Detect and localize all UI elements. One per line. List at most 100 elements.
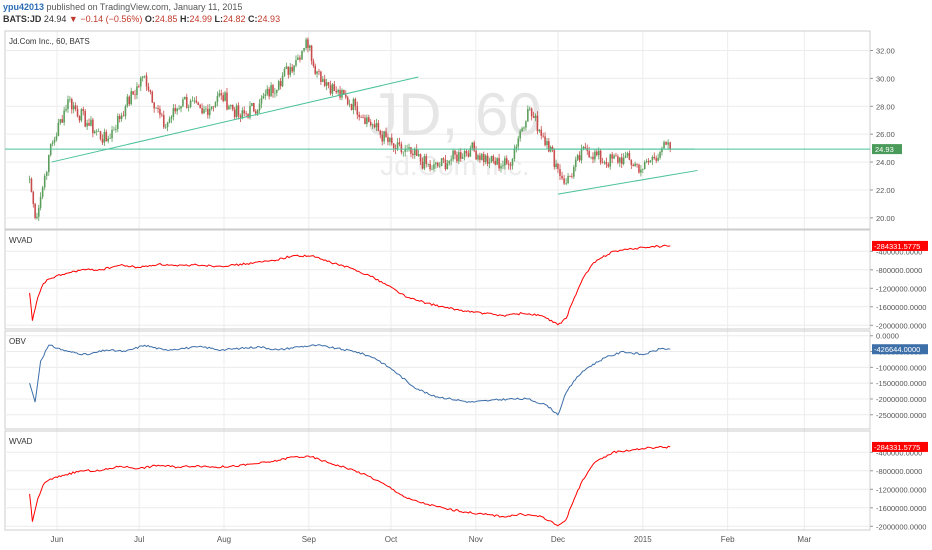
x-tick-label: Oct	[385, 535, 398, 544]
candle-body	[502, 165, 504, 167]
candle-body	[230, 104, 232, 107]
candle-body	[507, 163, 510, 165]
candle-body	[247, 113, 249, 118]
candle-body	[333, 84, 336, 92]
y-tick-label: 28.00	[876, 102, 895, 111]
candle-body	[436, 162, 439, 167]
candle-body	[74, 105, 77, 110]
candle-body	[387, 137, 389, 142]
candle-body	[184, 96, 186, 100]
x-tick-label: Nov	[469, 535, 483, 544]
candle-body	[178, 108, 180, 110]
candle-body	[513, 148, 516, 159]
candle-body	[653, 156, 656, 159]
candle-body	[448, 160, 451, 164]
candle-body	[322, 79, 324, 82]
candle-body	[458, 152, 460, 162]
candle-body	[34, 203, 36, 218]
candle-body	[147, 86, 150, 91]
candle-body	[528, 108, 531, 110]
candle-body	[348, 104, 351, 105]
candle-body	[580, 148, 583, 161]
candle-body	[473, 142, 475, 151]
chart-area[interactable]: Jun Jul Aug Sep Oct Nov Dec 2015 Feb Mar 20.00 22.0…	[0, 30, 932, 550]
candle-body	[615, 155, 617, 157]
candle-body	[578, 155, 581, 161]
candle-body	[548, 141, 550, 152]
candle-body	[251, 103, 253, 106]
candle-body	[582, 146, 585, 149]
candle-body	[398, 142, 401, 145]
candle-body	[180, 106, 182, 109]
candle-body	[663, 141, 665, 149]
candle-body	[461, 157, 464, 159]
y-tick-label: -800000.0000	[876, 467, 922, 476]
candle-body	[573, 167, 575, 177]
author-link[interactable]: ypu42013	[3, 2, 45, 12]
candle-body	[536, 115, 539, 132]
candle-body	[199, 104, 201, 109]
candle-body	[303, 48, 305, 51]
candle-body	[47, 155, 50, 173]
candle-body	[669, 142, 671, 150]
candle-body	[553, 149, 556, 167]
candle-body	[561, 175, 563, 179]
candle-body	[36, 216, 38, 218]
candle-body	[105, 131, 108, 142]
candle-body	[93, 131, 96, 134]
candle-body	[636, 163, 638, 165]
candle-body	[371, 124, 374, 126]
candle-body	[277, 81, 280, 90]
y-tick-label: 22.00	[876, 186, 895, 195]
candle-body	[647, 161, 650, 163]
candle-body	[176, 108, 178, 112]
pane-title: Jd.Com Inc., 60, BATS	[9, 37, 90, 46]
candle-body	[159, 108, 161, 115]
candle-body	[55, 136, 58, 140]
candle-body	[312, 60, 315, 66]
last-value-tag	[872, 240, 928, 251]
candle-body	[567, 175, 569, 183]
candle-body	[496, 158, 498, 165]
open-value: 24.85	[154, 14, 178, 24]
candle-body	[404, 149, 406, 152]
candle-body	[187, 107, 190, 108]
candle-body	[429, 163, 431, 170]
candle-body	[571, 176, 573, 177]
candle-body	[477, 155, 479, 160]
candle-body	[72, 105, 75, 110]
candle-body	[220, 93, 223, 96]
candle-body	[115, 129, 117, 130]
candle-body	[149, 90, 152, 92]
candle-body	[161, 114, 163, 116]
candle-body	[128, 96, 131, 105]
candle-body	[440, 158, 443, 166]
candle-body	[172, 108, 175, 117]
y-tick-label: -1600000.0000	[876, 504, 926, 513]
candle-body	[505, 158, 508, 164]
candle-body	[243, 110, 246, 114]
last-value-tag	[872, 344, 928, 355]
candle-body	[592, 156, 594, 160]
candle-body	[235, 105, 238, 118]
candle-body	[481, 154, 483, 160]
candle-body	[84, 111, 87, 127]
low-label: L:	[214, 14, 224, 24]
candle-body	[28, 178, 31, 180]
candle-body	[53, 139, 56, 143]
candle-body	[613, 155, 615, 159]
candle-body	[341, 89, 343, 98]
candle-body	[459, 152, 462, 159]
candle-body	[479, 155, 481, 160]
y-tick-label: -2000000.0000	[876, 321, 926, 330]
last-value-tag	[872, 441, 928, 452]
candle-body	[214, 102, 217, 107]
close-label: C:	[248, 14, 258, 24]
candle-body	[325, 82, 328, 86]
candle-body	[299, 57, 301, 60]
candle-body	[41, 187, 44, 197]
candle-body	[168, 118, 171, 123]
x-tick-label: Feb	[721, 535, 735, 544]
x-tick-label: Jul	[134, 535, 144, 544]
publish-line: ypu42013 published on TradingView.com, J…	[3, 2, 242, 12]
